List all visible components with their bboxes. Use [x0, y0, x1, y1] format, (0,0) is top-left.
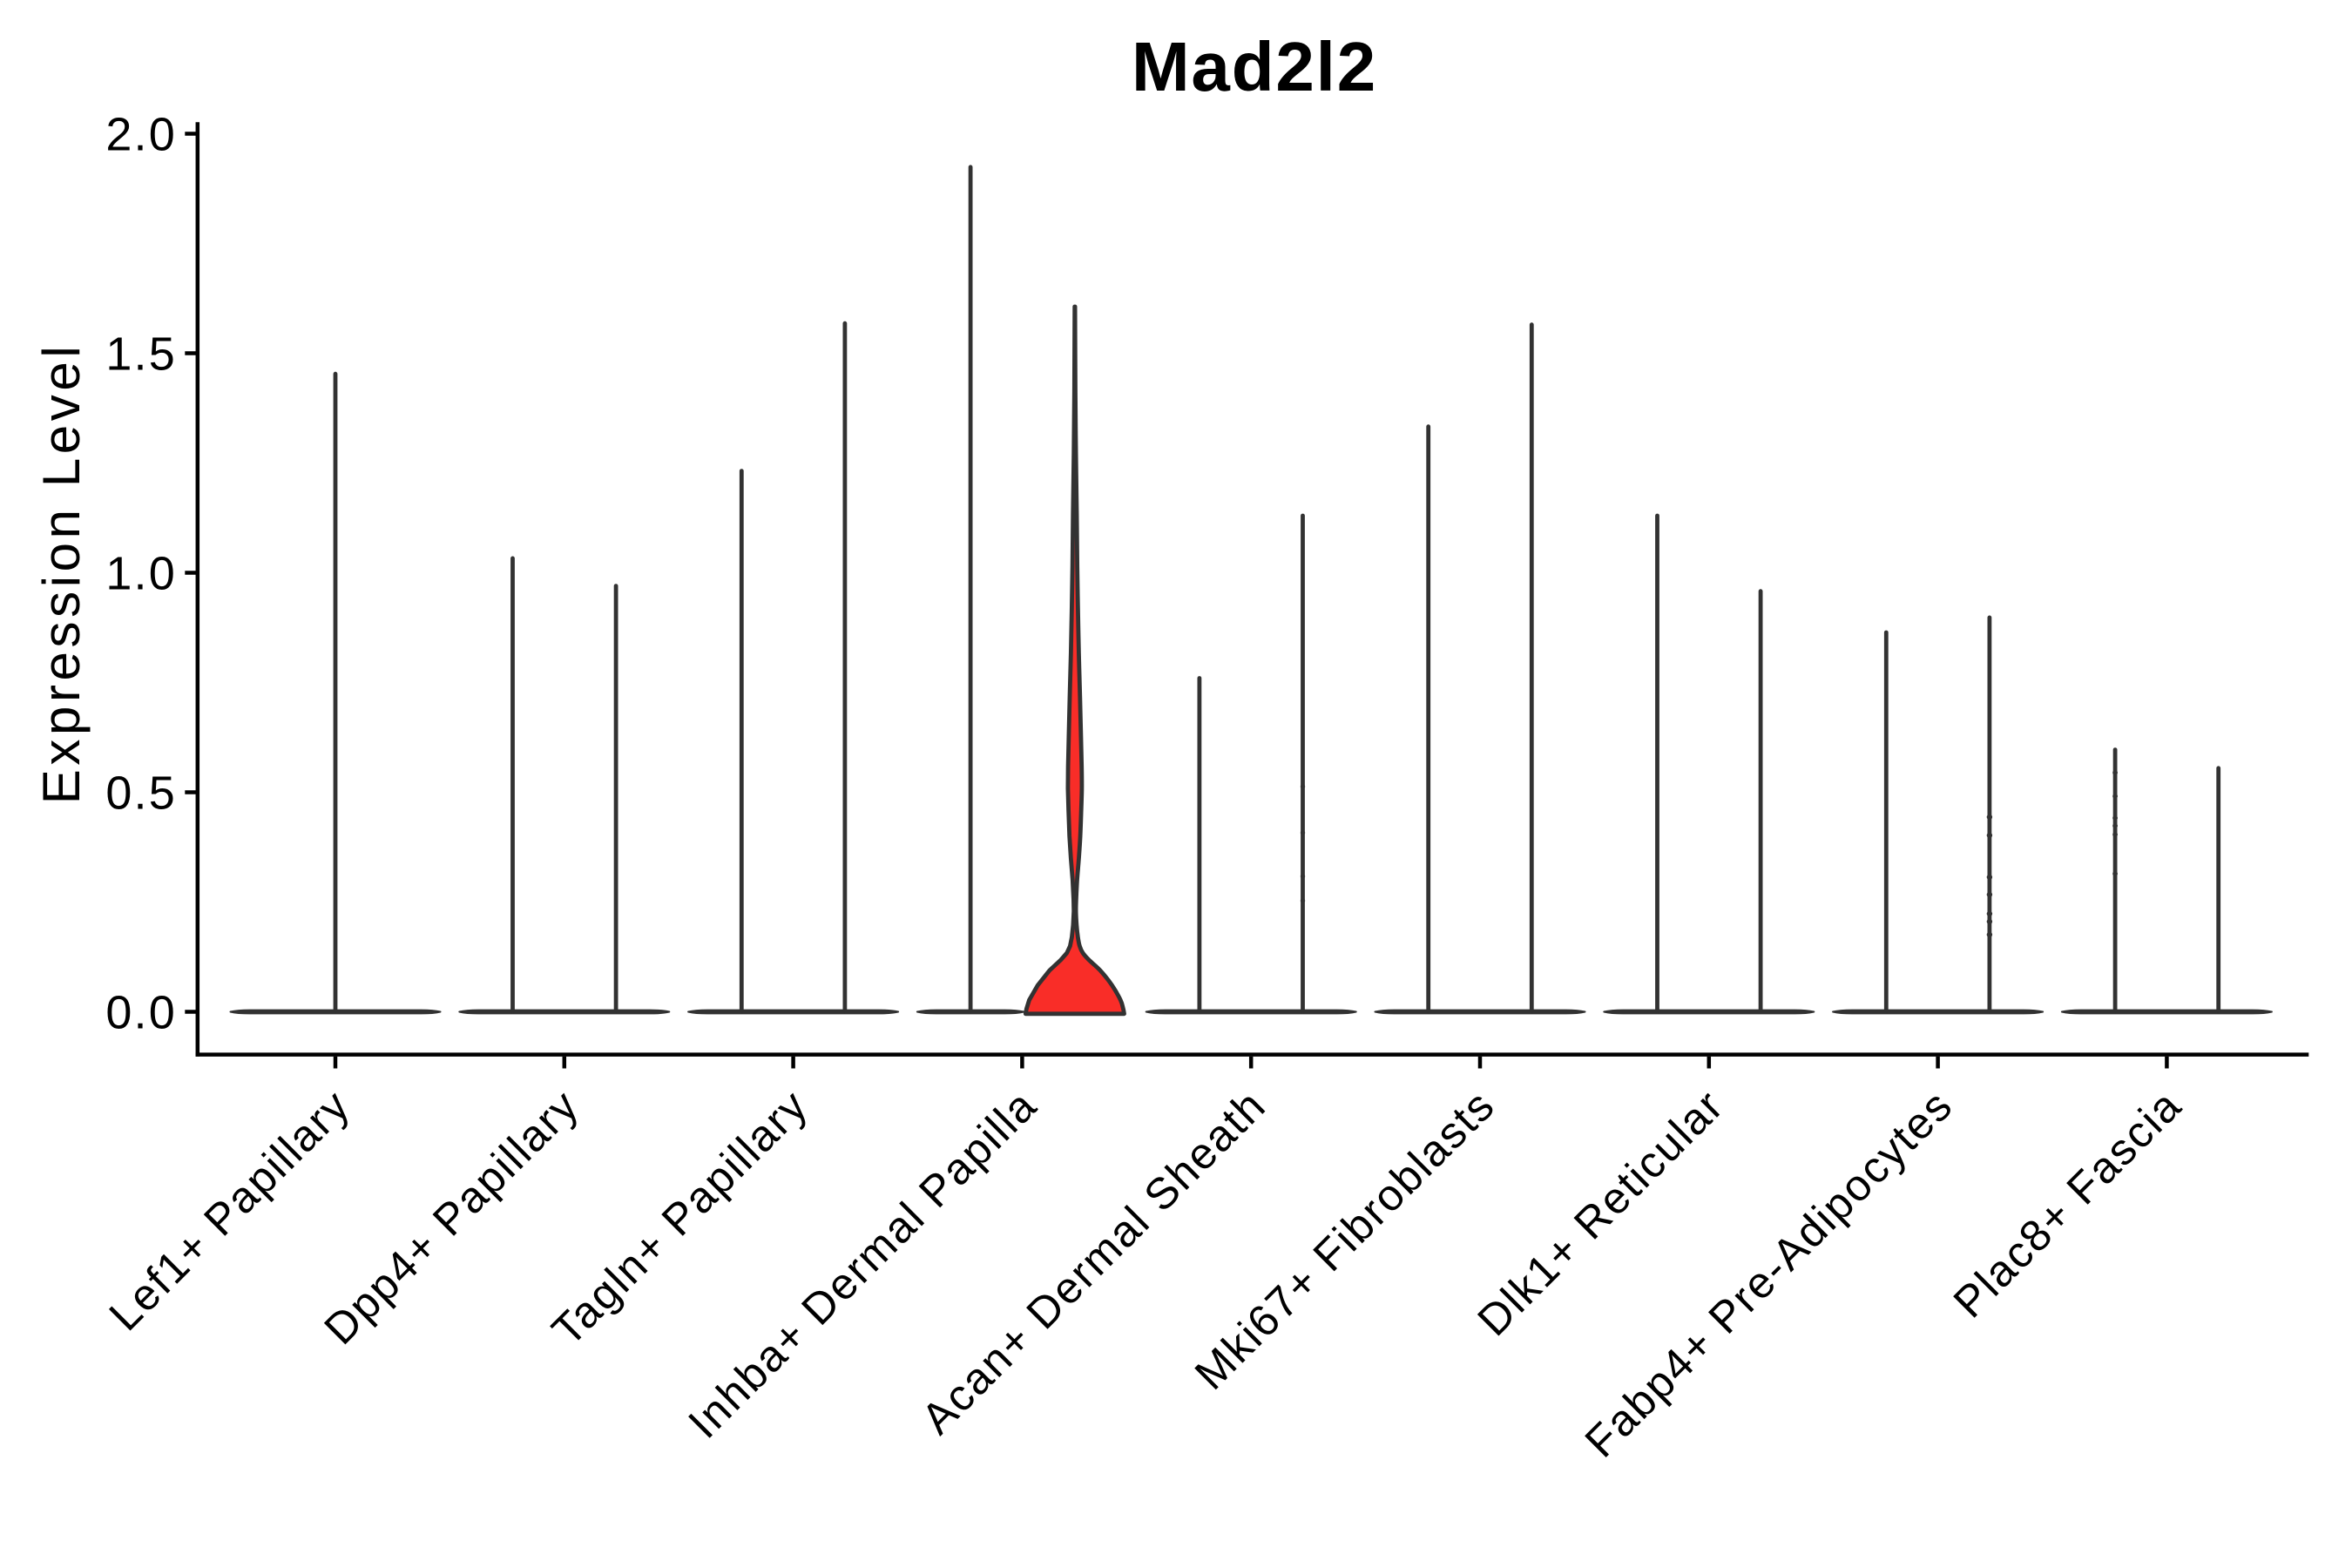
svg-text:1.5: 1.5 [105, 328, 177, 380]
svg-text:Expression Level: Expression Level [32, 342, 91, 805]
svg-text:0.5: 0.5 [105, 767, 177, 819]
svg-text:1.0: 1.0 [105, 547, 177, 599]
svg-text:2.0: 2.0 [105, 108, 177, 160]
svg-text:0.0: 0.0 [105, 986, 177, 1038]
svg-text:Mad2l2: Mad2l2 [1132, 28, 1377, 105]
